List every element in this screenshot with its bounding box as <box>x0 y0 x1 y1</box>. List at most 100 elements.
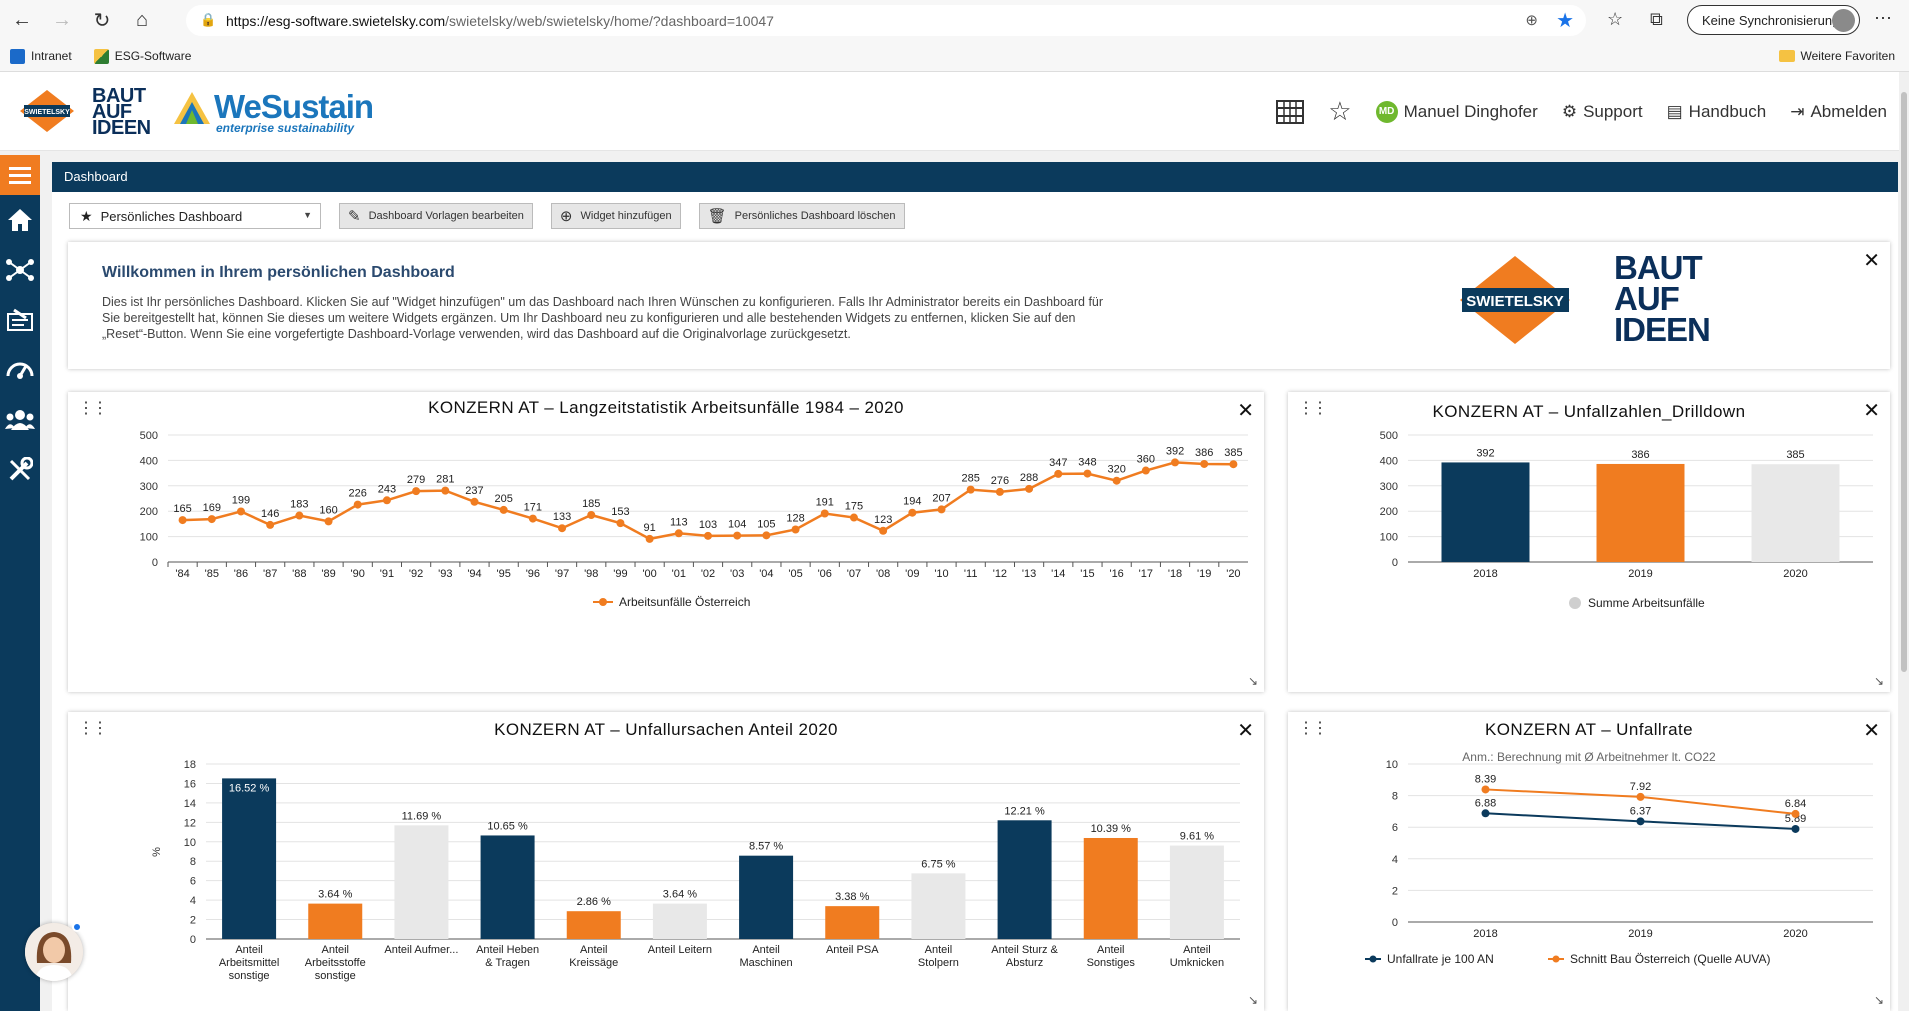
svg-text:SWIETELSKY: SWIETELSKY <box>24 109 70 116</box>
sidebar-network-icon[interactable] <box>0 245 40 295</box>
support-link[interactable]: ⚙ Support <box>1562 102 1643 122</box>
data-point <box>1636 792 1645 801</box>
drag-handle-icon[interactable]: ⋮⋮ <box>1298 400 1328 417</box>
swietelsky-logo[interactable]: SWIETELSKY <box>18 88 76 134</box>
sidebar-users-icon[interactable] <box>0 395 40 445</box>
data-point <box>1229 460 1238 469</box>
legend-marker <box>1569 597 1581 609</box>
x-tick-label: 2018 <box>1473 928 1497 940</box>
fav-more[interactable]: Weitere Favoriten <box>1778 49 1895 63</box>
data-point <box>674 529 683 538</box>
more-icon[interactable]: ⋯ <box>1874 8 1892 28</box>
data-label: 8.57 % <box>749 841 783 853</box>
data-label: 7.92 <box>1630 781 1651 793</box>
favorites-icon[interactable]: ☆ <box>1607 9 1624 29</box>
close-icon[interactable]: ✕ <box>1237 400 1254 422</box>
y-tick-label: 200 <box>140 506 158 518</box>
drag-handle-icon[interactable]: ⋮⋮ <box>78 400 108 417</box>
bar <box>911 873 966 939</box>
close-icon[interactable]: ✕ <box>1237 720 1254 742</box>
y-tick-label: 6 <box>1392 822 1398 834</box>
home-icon[interactable]: ⌂ <box>135 9 149 31</box>
edit-templates-label: Dashboard Vorlagen bearbeiten <box>368 210 524 222</box>
chart-subtitle: Anm.: Berechnung mit Ø Arbeitnehmer lt. … <box>1462 750 1716 764</box>
sidebar-home-icon[interactable] <box>0 195 40 245</box>
logo-ideen: IDEEN <box>1614 311 1711 348</box>
forward-icon[interactable]: → <box>52 9 72 31</box>
logout-link[interactable]: ⇥ Abmelden <box>1790 102 1887 122</box>
x-tick-label: '05 <box>788 568 802 580</box>
close-icon[interactable]: ✕ <box>1863 250 1880 272</box>
data-point <box>1481 785 1490 794</box>
data-label: 165 <box>173 503 191 515</box>
edit-templates-button[interactable]: ✎ Dashboard Vorlagen bearbeiten <box>339 203 533 229</box>
data-label: 392 <box>1476 447 1494 459</box>
data-label: 194 <box>903 496 921 508</box>
data-point <box>704 531 712 540</box>
favorite-star-icon[interactable]: ★ <box>1556 10 1574 32</box>
x-tick-label: sonstige <box>315 970 356 982</box>
chat-assistant-avatar[interactable] <box>25 923 83 981</box>
sync-button[interactable]: Keine Synchronisierung <box>1687 5 1860 35</box>
page-scrollbar[interactable] <box>1899 72 1909 1011</box>
data-point <box>762 531 771 540</box>
resize-icon[interactable]: ↘ <box>1247 993 1258 1007</box>
reload-icon[interactable]: ↻ <box>93 10 111 32</box>
drag-handle-icon[interactable]: ⋮⋮ <box>1298 720 1328 737</box>
add-widget-label: Widget hinzufügen <box>580 210 672 222</box>
x-tick-label: Anteil Aufmer... <box>384 944 458 956</box>
zoom-icon[interactable]: ⊕ <box>1525 12 1538 29</box>
resize-icon[interactable]: ↘ <box>1247 674 1258 688</box>
x-tick-label: '02 <box>701 568 715 580</box>
wesustain-logo: WeSustain enterprise sustainability <box>174 88 384 135</box>
profile-avatar <box>1832 9 1855 32</box>
chart-title: KONZERN AT – Unfallursachen Anteil 2020 <box>494 720 838 739</box>
x-tick-label: '20 <box>1226 568 1240 580</box>
x-tick-label: Umknicken <box>1170 957 1224 969</box>
close-icon[interactable]: ✕ <box>1863 720 1880 742</box>
sidebar-data-entry-icon[interactable] <box>0 295 40 345</box>
y-tick-label: 4 <box>190 895 196 907</box>
widget-drilldown: ⋮⋮ KONZERN AT – Unfallzahlen_Drilldown ✕… <box>1288 392 1890 692</box>
add-widget-button[interactable]: ⊕ Widget hinzufügen <box>550 203 681 229</box>
sidebar-gauge-icon[interactable] <box>0 345 40 395</box>
user-menu[interactable]: MD Manuel Dinghofer <box>1375 100 1538 123</box>
fav-intranet[interactable]: Intranet <box>10 48 72 64</box>
back-icon[interactable]: ← <box>12 9 32 31</box>
x-tick-label: 2019 <box>1628 568 1652 580</box>
x-tick-label: '96 <box>526 568 540 580</box>
star-icon[interactable]: ☆ <box>1328 96 1352 126</box>
drag-handle-icon[interactable]: ⋮⋮ <box>78 720 108 737</box>
data-label: 320 <box>1107 464 1125 476</box>
hamburger-menu-icon[interactable] <box>0 155 40 195</box>
data-label: 133 <box>553 511 571 523</box>
sync-label: Keine Synchronisierung <box>1702 12 1840 28</box>
wesustain-icon <box>93 48 109 64</box>
resize-icon[interactable]: ↘ <box>1873 674 1884 688</box>
handbook-label: Handbuch <box>1688 101 1767 121</box>
close-icon[interactable]: ✕ <box>1863 400 1880 422</box>
dashboard-select[interactable]: ★ Persönliches Dashboard ▼ <box>69 203 321 229</box>
sidebar-tools-icon[interactable] <box>0 445 40 495</box>
bar <box>480 835 535 939</box>
data-point <box>207 515 216 524</box>
address-bar[interactable]: 🔒 https://esg-software.swietelsky.com/sw… <box>186 5 1586 36</box>
delete-dashboard-button[interactable]: 🗑 Persönliches Dashboard löschen <box>698 203 905 229</box>
data-point <box>1791 824 1800 833</box>
x-tick-label: '87 <box>263 568 277 580</box>
collections-icon[interactable]: ⧉ <box>1650 9 1663 29</box>
main-content: Dashboard ★ Persönliches Dashboard ▼ ✎ D… <box>52 162 1898 1011</box>
lifebuoy-icon: ⚙ <box>1561 101 1578 121</box>
x-tick-label: '88 <box>292 568 306 580</box>
fav-esg-software[interactable]: ESG-Software <box>93 48 191 64</box>
y-tick-label: 2 <box>190 915 196 927</box>
data-point <box>528 514 537 523</box>
y-tick-label: 500 <box>1380 430 1398 442</box>
abacus-button[interactable] <box>1276 99 1305 124</box>
x-tick-label: '17 <box>1139 568 1153 580</box>
x-tick-label: Anteil PSA <box>826 944 879 956</box>
x-tick-label: 2020 <box>1783 928 1807 940</box>
resize-icon[interactable]: ↘ <box>1873 993 1884 1007</box>
handbook-link[interactable]: ▤ Handbuch <box>1667 102 1767 122</box>
data-point <box>966 485 975 494</box>
